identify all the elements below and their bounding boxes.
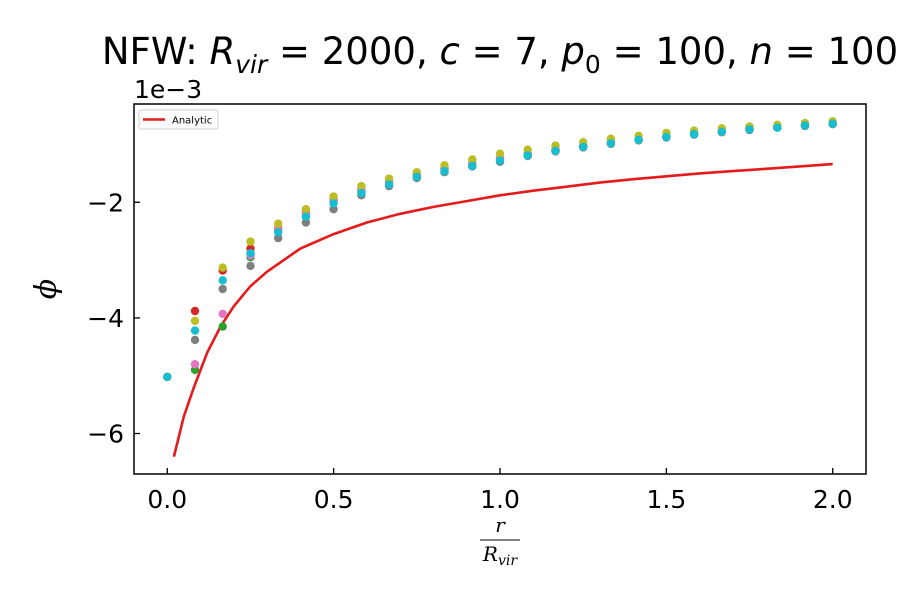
title-separator: , bbox=[416, 30, 440, 73]
data-point bbox=[218, 263, 227, 272]
data-point bbox=[190, 360, 200, 369]
title-subscript: 0 bbox=[585, 50, 601, 79]
title-value: 100 bbox=[828, 30, 899, 73]
x-tick-label: 1.5 bbox=[646, 485, 686, 514]
data-point bbox=[163, 372, 172, 382]
title-value: 7 bbox=[514, 30, 538, 73]
title-separator: , bbox=[538, 30, 562, 73]
data-point bbox=[357, 181, 366, 191]
title-symbol: p bbox=[560, 30, 585, 73]
data-point bbox=[218, 284, 227, 294]
y-axis-label: ϕ bbox=[29, 279, 64, 299]
data-point bbox=[190, 326, 200, 335]
x-tick-label: 0.0 bbox=[147, 485, 187, 514]
title-equals: = bbox=[460, 30, 515, 73]
x-label-numerator: r bbox=[495, 513, 506, 537]
data-point bbox=[218, 276, 227, 285]
data-point bbox=[828, 119, 837, 128]
title-equals: = bbox=[601, 30, 656, 73]
data-point bbox=[468, 155, 477, 164]
data-point bbox=[246, 261, 255, 271]
x-label-den-subscript: vir bbox=[498, 553, 518, 569]
data-point bbox=[274, 228, 283, 237]
data-point bbox=[274, 219, 283, 228]
data-point bbox=[523, 151, 532, 160]
data-point bbox=[662, 132, 671, 142]
data-point bbox=[495, 149, 505, 158]
data-point bbox=[357, 188, 366, 198]
title-symbol: n bbox=[750, 30, 773, 73]
analytic-line bbox=[172, 162, 833, 458]
x-label-den-symbol: R bbox=[482, 542, 498, 566]
data-point bbox=[274, 233, 283, 243]
data-point bbox=[523, 145, 532, 154]
data-point bbox=[800, 121, 810, 130]
x-label-denominator: Rvir bbox=[482, 542, 518, 569]
data-point bbox=[440, 161, 449, 170]
data-point bbox=[301, 205, 311, 214]
chart-title: NFW: Rvir = 2000, c = 7, p0 = 100, n = 1… bbox=[102, 30, 898, 79]
x-tick-label: 1.0 bbox=[480, 485, 520, 514]
data-point bbox=[329, 192, 338, 201]
legend-label: Analytic bbox=[172, 116, 212, 127]
title-symbol: R bbox=[209, 30, 235, 73]
title-value: 2000 bbox=[322, 30, 416, 73]
title-equals: = bbox=[773, 30, 828, 73]
data-point bbox=[773, 123, 782, 132]
title-prefix: NFW: bbox=[102, 30, 210, 73]
data-point bbox=[246, 237, 255, 246]
y-tick-label: −2 bbox=[87, 188, 124, 217]
data-point bbox=[579, 142, 588, 151]
data-point bbox=[412, 172, 421, 181]
title-equals: = bbox=[267, 30, 322, 73]
data-point bbox=[495, 156, 505, 165]
x-tick-label: 0.5 bbox=[314, 485, 354, 514]
data-point bbox=[218, 309, 227, 319]
data-point bbox=[440, 166, 449, 176]
data-point bbox=[551, 146, 560, 155]
data-point bbox=[717, 127, 726, 136]
data-point bbox=[190, 335, 200, 345]
title-subscript: vir bbox=[235, 50, 269, 79]
title-value: 100 bbox=[655, 30, 726, 73]
data-point bbox=[190, 306, 200, 316]
y-tick-label: −6 bbox=[87, 420, 124, 449]
data-point bbox=[745, 125, 754, 134]
plot-area: 0.0 0.5 1.0 1.5 2.0 −6 −4 −2 Analytic bbox=[87, 103, 867, 514]
data-point bbox=[606, 139, 616, 148]
title-symbol: c bbox=[439, 30, 459, 73]
y-tick-label: −4 bbox=[87, 304, 124, 333]
data-point bbox=[301, 218, 311, 227]
data-point bbox=[218, 322, 227, 331]
y-offset-text: 1e−3 bbox=[134, 75, 202, 104]
data-point bbox=[634, 135, 643, 144]
data-point bbox=[468, 161, 477, 171]
data-point bbox=[384, 174, 394, 183]
data-point bbox=[301, 212, 311, 221]
data-point bbox=[190, 316, 200, 325]
data-point bbox=[689, 129, 699, 139]
legend: Analytic bbox=[138, 109, 219, 130]
data-point bbox=[246, 249, 255, 258]
title-separator: , bbox=[726, 30, 750, 73]
data-point bbox=[384, 180, 394, 189]
legend-box bbox=[138, 109, 219, 130]
data-point bbox=[329, 205, 338, 214]
x-tick-label: 2.0 bbox=[813, 485, 853, 514]
data-point bbox=[329, 199, 338, 208]
